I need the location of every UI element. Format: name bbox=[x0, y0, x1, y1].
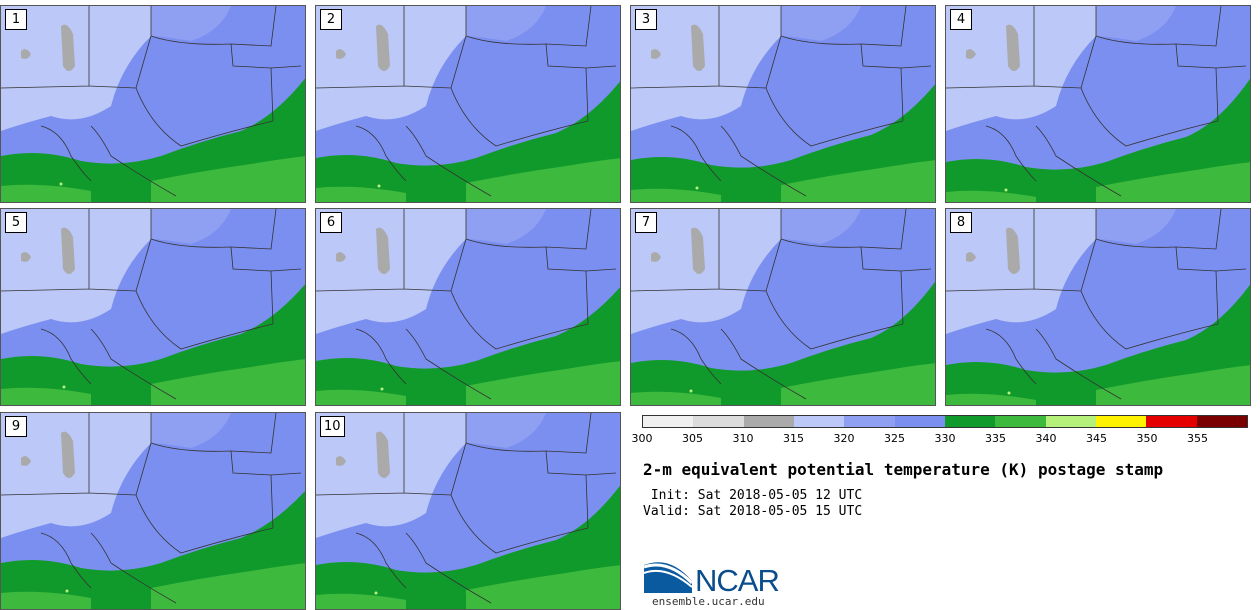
map-field bbox=[946, 209, 1250, 405]
colorbar-tick-label: 300 bbox=[631, 432, 653, 445]
colorbar-segment bbox=[643, 416, 694, 427]
map-field bbox=[1, 209, 305, 405]
colorbar-segment bbox=[1196, 416, 1247, 427]
postage-stamp-panel: 8 bbox=[945, 208, 1251, 406]
postage-stamp-panel: 5 bbox=[0, 208, 306, 406]
colorbar-segment bbox=[894, 416, 945, 427]
member-number-label: 8 bbox=[950, 212, 972, 233]
colorbar-segment bbox=[743, 416, 794, 427]
colorbar-tick-label: 340 bbox=[1035, 432, 1057, 445]
ncar-logo: NCAR ensemble.ucar.edu bbox=[642, 553, 802, 608]
colorbar-tick-label: 315 bbox=[783, 432, 804, 445]
colorbar-segment bbox=[995, 416, 1046, 427]
map-field bbox=[316, 209, 620, 405]
init-time: Init: Sat 2018-05-05 12 UTC bbox=[643, 488, 863, 503]
postage-stamp-panel: 1 bbox=[0, 5, 306, 203]
colorbar-ticks: 300 305 310 315 320 325 330 335 340 345 350 355 bbox=[632, 432, 1248, 446]
ncar-swoosh-icon bbox=[643, 562, 694, 593]
map-field bbox=[1, 413, 305, 609]
colorbar-segment bbox=[1095, 416, 1147, 427]
colorbar-tick-label: 325 bbox=[884, 432, 905, 445]
member-number-label: 6 bbox=[320, 212, 342, 233]
ensemble-url: ensemble.ucar.edu bbox=[652, 595, 765, 608]
valid-time: Valid: Sat 2018-05-05 15 UTC bbox=[643, 504, 863, 519]
map-field bbox=[316, 413, 620, 609]
ncar-wordmark: NCAR bbox=[695, 563, 780, 598]
map-field bbox=[946, 6, 1250, 202]
postage-stamp-panel: 10 bbox=[315, 412, 621, 610]
member-number-label: 3 bbox=[635, 9, 657, 30]
member-number-label: 7 bbox=[635, 212, 657, 233]
colorbar-tick-label: 330 bbox=[934, 432, 956, 445]
postage-stamp-panel: 6 bbox=[315, 208, 621, 406]
colorbar-tick-label: 320 bbox=[833, 432, 855, 445]
member-number-label: 10 bbox=[320, 416, 345, 437]
map-field bbox=[631, 6, 935, 202]
postage-stamp-panel: 9 bbox=[0, 412, 306, 610]
member-number-label: 4 bbox=[950, 9, 972, 30]
colorbar-segment bbox=[1146, 416, 1197, 427]
colorbar-tick-label: 305 bbox=[682, 432, 703, 445]
member-number-label: 5 bbox=[5, 212, 27, 233]
colorbar-tick-label: 335 bbox=[985, 432, 1006, 445]
postage-stamp-panel: 4 bbox=[945, 5, 1251, 203]
map-field bbox=[316, 6, 620, 202]
postage-stamp-panel: 3 bbox=[630, 5, 936, 203]
colorbar-tick-label: 355 bbox=[1187, 432, 1208, 445]
map-field bbox=[631, 209, 935, 405]
member-number-label: 1 bbox=[5, 9, 27, 30]
map-field bbox=[1, 6, 305, 202]
time-info: Init: Sat 2018-05-05 12 UTC Valid: Sat 2… bbox=[643, 488, 862, 520]
postage-stamp-panel: 7 bbox=[630, 208, 936, 406]
colorbar-segment bbox=[793, 416, 845, 427]
colorbar-tick-label: 345 bbox=[1086, 432, 1107, 445]
colorbar-segment bbox=[944, 416, 996, 427]
member-number-label: 9 bbox=[5, 416, 27, 437]
colorbar-segment bbox=[693, 416, 744, 427]
colorbar-segment bbox=[844, 416, 895, 427]
colorbar-tick-label: 310 bbox=[732, 432, 754, 445]
member-number-label: 2 bbox=[320, 9, 342, 30]
postage-stamp-panel: 2 bbox=[315, 5, 621, 203]
colorbar bbox=[642, 415, 1248, 428]
colorbar-tick-label: 350 bbox=[1136, 432, 1158, 445]
colorbar-segment bbox=[1045, 416, 1096, 427]
figure-title: 2-m equivalent potential temperature (K)… bbox=[643, 460, 1164, 479]
